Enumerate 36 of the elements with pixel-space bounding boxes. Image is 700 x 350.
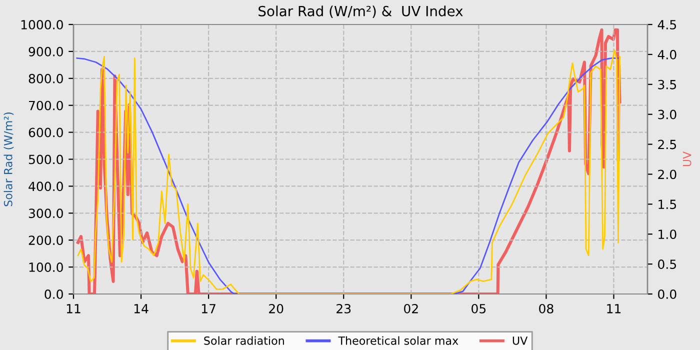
x-tick-label: 08	[539, 304, 554, 314]
y2-tick-label: 0.5	[658, 260, 676, 269]
y2-tick-label: 1.0	[658, 230, 676, 240]
y-tick-label: 800.0	[28, 74, 63, 84]
y-tick-label: 300.0	[28, 208, 63, 218]
y-tick-label: 100.0	[29, 262, 63, 272]
y-tick-label: 1000.0	[21, 20, 63, 30]
y2-tick-label: 3.0	[658, 110, 676, 120]
y-tick-label: 0.0	[44, 289, 63, 299]
y2-tick-label: 4.0	[658, 50, 676, 60]
y2-tick-label: 0.0	[658, 289, 676, 299]
legend-label: UV	[512, 336, 528, 345]
x-tick-label: 23	[336, 304, 351, 314]
y-axis-title: Solar Rad (W/m²)	[4, 112, 14, 206]
y2-tick-label: 2.5	[658, 140, 676, 150]
x-tick-label: 20	[269, 304, 284, 314]
x-tick-label: 02	[404, 304, 418, 314]
y-tick-label: 200.0	[28, 236, 63, 246]
y2-tick-label: 3.5	[658, 80, 676, 90]
y-tick-label: 700.0	[29, 100, 63, 110]
y-tick-label: 900.0	[28, 46, 63, 56]
y-tick-label: 400.0	[28, 182, 63, 192]
y2-axis-title: UV	[683, 151, 692, 166]
y-tick-label: 500.0	[28, 154, 63, 164]
y2-tick-label: 4.5	[658, 20, 676, 30]
y2-tick-label: 2.0	[658, 170, 676, 180]
legend-label: Solar radiation	[204, 336, 284, 345]
chart-title: Solar Rad (W/m²) & UV Index	[258, 6, 463, 18]
y-tick-label: 600.0	[28, 128, 63, 138]
x-tick-label: 05	[472, 304, 486, 314]
legend-label: Theoretical solar max	[338, 336, 458, 345]
y2-tick-label: 1.5	[658, 200, 676, 210]
x-tick-label: 11	[66, 304, 80, 314]
x-tick-label: 17	[202, 304, 216, 314]
x-tick-label: 11	[607, 304, 621, 314]
x-tick-label: 14	[134, 304, 148, 314]
